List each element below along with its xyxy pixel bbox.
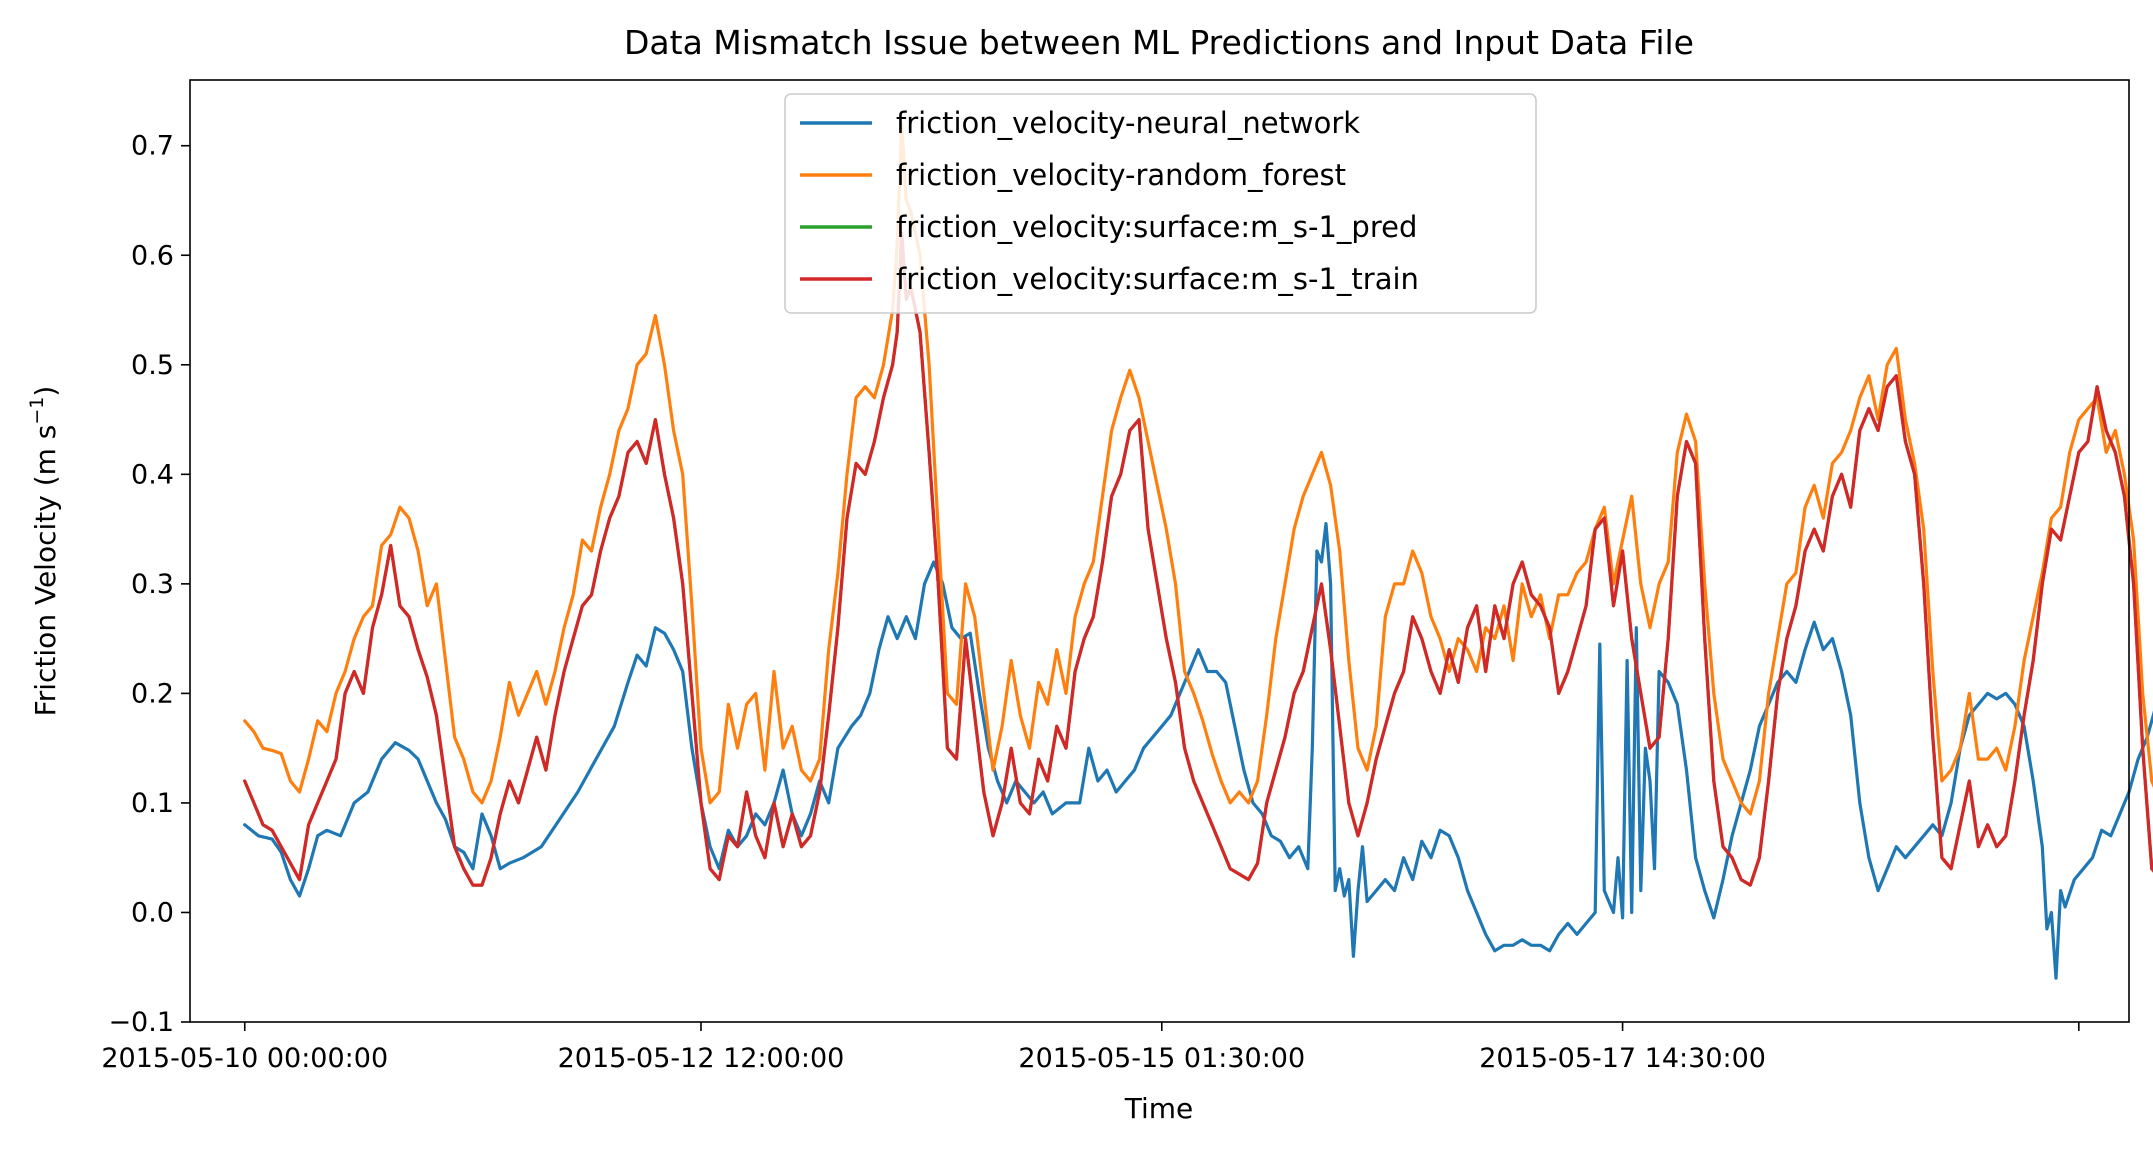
- x-tick-label: 2015-05-12 12:00:00: [558, 1043, 845, 1074]
- legend-label: friction_velocity:surface:m_s-1_pred: [896, 210, 1417, 244]
- y-tick-label: 0.3: [131, 569, 174, 600]
- series-line-2: [243, 122, 2153, 816]
- series-line-4: [243, 231, 2153, 887]
- y-tick-label: 0.1: [131, 788, 174, 819]
- y-axis: −0.1 0.0 0.1 0.2 0.3 0.4 0.5 0.6 0.7: [108, 131, 190, 1038]
- y-tick-label: 0.4: [131, 459, 174, 490]
- legend-box: [784, 93, 1537, 314]
- y-axis-label-main: Friction Velocity (m s: [29, 425, 62, 717]
- x-tick-label: 2015-05-10 00:00:00: [101, 1043, 388, 1074]
- y-tick-label: −0.1: [108, 1007, 174, 1038]
- y-tick-label: 0.6: [131, 240, 174, 271]
- plot-lines: [243, 122, 2153, 980]
- y-axis-label-close: ): [29, 386, 62, 397]
- x-tick-label: 2015-05-17 14:30:00: [1479, 1043, 1766, 1074]
- legend: friction_velocity-neural_network friction…: [784, 93, 1537, 314]
- y-tick-label: 0.0: [131, 897, 174, 928]
- x-axis: 2015-05-10 00:00:00 2015-05-12 12:00:00 20…: [101, 1022, 2080, 1074]
- y-tick-label: 0.7: [131, 131, 174, 162]
- chart-title: Data Mismatch Issue between ML Predictio…: [624, 23, 1694, 62]
- legend-label: friction_velocity:surface:m_s-1_train: [896, 262, 1419, 296]
- plot-frame: [189, 79, 2130, 1023]
- y-tick-label: 0.5: [131, 350, 174, 381]
- x-axis-label: Time: [1124, 1092, 1194, 1125]
- x-tick-label: 2015-05-15 01:30:00: [1018, 1043, 1305, 1074]
- y-axis-label-exponent: −1: [26, 397, 48, 425]
- legend-label: friction_velocity-random_forest: [896, 158, 1346, 192]
- legend-label: friction_velocity-neural_network: [896, 106, 1360, 140]
- y-tick-label: 0.2: [131, 678, 174, 709]
- series-line-1: [243, 522, 2153, 980]
- y-axis-label: Friction Velocity (m s−1): [26, 386, 62, 717]
